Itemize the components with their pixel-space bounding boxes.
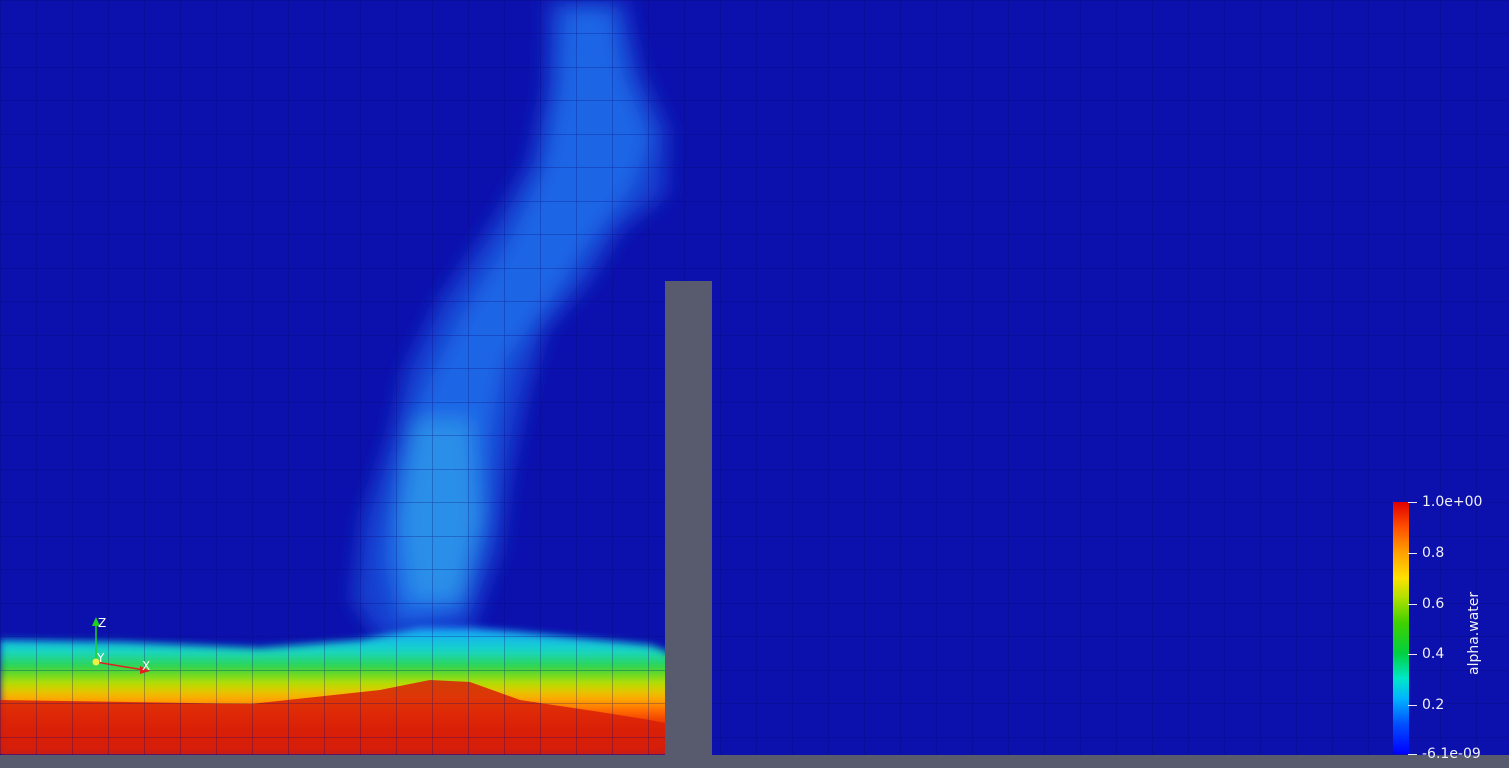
tick-label-max: 1.0e+00 — [1422, 494, 1483, 510]
tick-max — [1408, 502, 1417, 503]
floor — [0, 755, 1509, 768]
axis-z-label: Z — [98, 616, 107, 630]
tick-label-0-2: 0.2 — [1422, 697, 1445, 713]
color-legend: 1.0e+00 0.8 0.6 0.4 0.2 -6.1e-09 alpha.w… — [1388, 495, 1503, 761]
axis-y-label: Y — [97, 651, 105, 665]
tick-0-6 — [1408, 604, 1417, 605]
tick-min — [1408, 754, 1417, 755]
tick-label-min: -6.1e-09 — [1422, 746, 1481, 762]
tick-0-2 — [1408, 705, 1417, 706]
colorbar — [1393, 502, 1409, 754]
tick-label-0-8: 0.8 — [1422, 545, 1445, 561]
legend-title: alpha.water — [1466, 591, 1482, 675]
axes-glyph — [92, 617, 150, 674]
orientation-axes: Z Y X — [80, 612, 160, 682]
tick-0-4 — [1408, 654, 1417, 655]
tick-label-0-4: 0.4 — [1422, 646, 1445, 662]
tick-label-0-6: 0.6 — [1422, 596, 1445, 612]
tick-0-8 — [1408, 553, 1417, 554]
axis-x-label: X — [142, 659, 151, 673]
obstacle-wall — [665, 281, 712, 755]
